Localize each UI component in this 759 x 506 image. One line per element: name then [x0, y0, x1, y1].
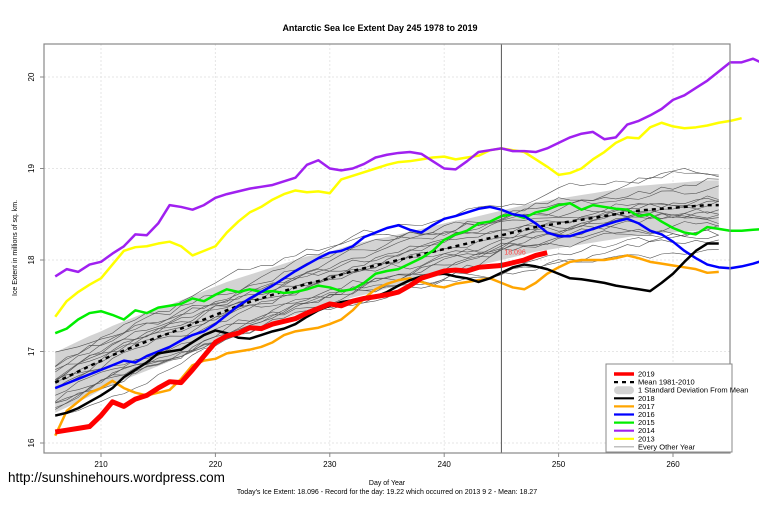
legend-label: 1 Standard Deviation From Mean [638, 386, 748, 395]
legend-label: 2017 [638, 402, 655, 411]
legend-swatch-band [614, 386, 634, 395]
plot-frame [43, 43, 731, 454]
legend-item: 2016 [614, 410, 655, 419]
y-tick-label: 20 [27, 72, 36, 81]
legend-item: 2019 [614, 370, 655, 379]
legend-item: 2014 [614, 426, 655, 435]
legend-label: 2013 [638, 434, 655, 443]
x-axis-label: Day of Year [369, 480, 406, 487]
series-line-2019 [54, 250, 548, 435]
legend-label: Every Other Year [638, 442, 696, 451]
legend-label: 2015 [638, 418, 655, 427]
sd-band [55, 180, 719, 413]
y-axis-label: Ice Extent in millions of sq. km. [12, 200, 19, 296]
other-year-line [55, 178, 719, 380]
legend-item: 2017 [614, 402, 655, 411]
series-line-2018 [54, 242, 719, 417]
series-line-2015 [54, 202, 759, 335]
series-lines [54, 57, 759, 437]
y-axis: 16 17 18 19 20 [27, 72, 44, 447]
legend-item: Every Other Year [614, 442, 696, 451]
caption: Today's Ice Extent: 18.096 - Record for … [237, 489, 537, 496]
x-tick-label: 210 [94, 460, 108, 469]
url-watermark: http://sunshinehours.wordpress.com [8, 470, 225, 485]
other-year-line [55, 185, 719, 353]
legend-item: 2013 [614, 434, 655, 443]
other-year-line [55, 200, 719, 382]
current-value-label: 18.096 [504, 250, 526, 257]
series-line-2014 [54, 57, 759, 278]
series-line-2016 [54, 205, 759, 390]
legend-label: 2016 [638, 410, 655, 419]
legend-label: 2019 [638, 370, 655, 379]
x-tick-label: 250 [552, 460, 566, 469]
legend-item: 1 Standard Deviation From Mean [614, 386, 748, 395]
other-year-line [55, 249, 719, 410]
mean-line [54, 203, 719, 384]
y-tick-label: 19 [27, 164, 36, 173]
legend-item: Mean 1981-2010 [614, 378, 695, 387]
x-axis: 210 220 230 240 250 260 [94, 453, 680, 469]
legend-item: 2018 [614, 394, 655, 403]
other-year-line [55, 212, 719, 402]
x-tick-label: 260 [666, 460, 680, 469]
legend-item: 2015 [614, 418, 655, 427]
other-year-line [55, 221, 719, 396]
chart-title: Antarctic Sea Ice Extent Day 245 1978 to… [282, 23, 477, 33]
x-tick-label: 220 [209, 460, 223, 469]
other-year-line [55, 213, 719, 382]
series-line-2013 [54, 116, 742, 318]
y-tick-label: 16 [27, 438, 36, 447]
y-tick-label: 18 [27, 255, 36, 264]
other-year-line [55, 197, 719, 373]
mean-1981-2010-line [54, 203, 719, 384]
legend-label: 2014 [638, 426, 655, 435]
legend-label: 2018 [638, 394, 655, 403]
legend-box [605, 363, 733, 453]
y-tick-label: 17 [27, 347, 36, 356]
series-line-2017 [54, 254, 719, 437]
legend-label: Mean 1981-2010 [638, 378, 695, 387]
sd-band-area [55, 180, 719, 413]
x-tick-label: 230 [323, 460, 337, 469]
x-tick-label: 240 [438, 460, 452, 469]
